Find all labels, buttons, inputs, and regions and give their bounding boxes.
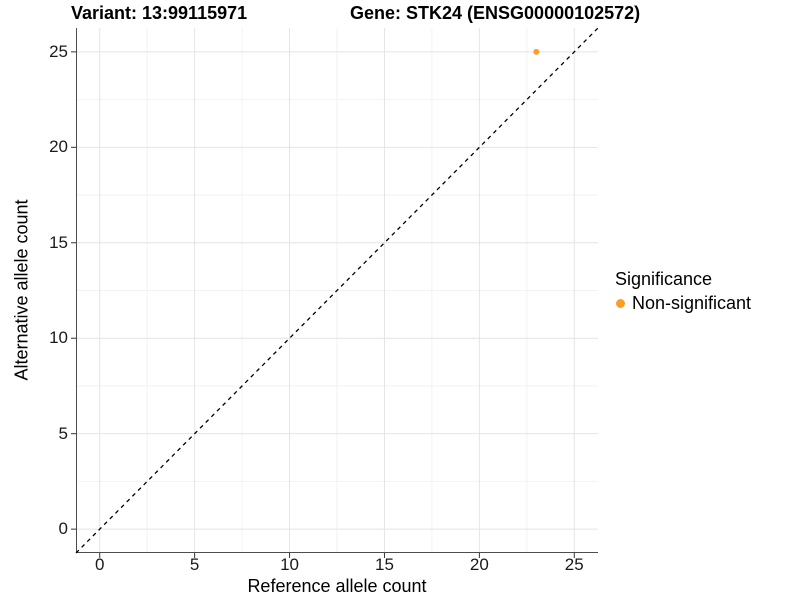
legend-title: Significance	[615, 269, 713, 289]
legend-entry: Non-significant	[615, 293, 751, 314]
legend-entry-label: Non-significant	[632, 293, 752, 313]
plot-canvas	[71, 27, 599, 558]
plot-panel	[71, 27, 599, 558]
y-axis-tick-label: 25	[49, 41, 68, 61]
x-axis-title: Reference allele count	[247, 576, 427, 596]
x-axis-tick-label: 10	[280, 555, 299, 574]
legend-key-dot-icon	[616, 299, 625, 308]
y-axis-tick-label: 15	[49, 232, 68, 252]
y-axis-tick-label: 5	[58, 423, 68, 443]
y-axis-title: Alternative allele count	[11, 199, 32, 381]
identity-reference-line	[75, 27, 599, 554]
y-axis-tick-label: 0	[58, 519, 68, 539]
plot-title-gene: Gene: STK24 (ENSG00000102572)	[350, 3, 641, 23]
plot-title-variant: Variant: 13:99115971	[71, 3, 248, 23]
x-axis-tick-label: 5	[189, 555, 200, 574]
legend: Significance Non-significant	[615, 269, 751, 314]
x-axis-tick-label: 25	[564, 555, 584, 574]
x-axis-tick-label: 15	[374, 555, 394, 574]
data-point	[533, 48, 540, 55]
y-axis-tick-label: 20	[49, 137, 68, 157]
y-axis-tick-label: 10	[49, 328, 68, 348]
x-axis-tick-label: 0	[94, 555, 105, 574]
x-axis-tick-label: 20	[469, 555, 489, 574]
legend-entries: Non-significant	[615, 293, 751, 314]
